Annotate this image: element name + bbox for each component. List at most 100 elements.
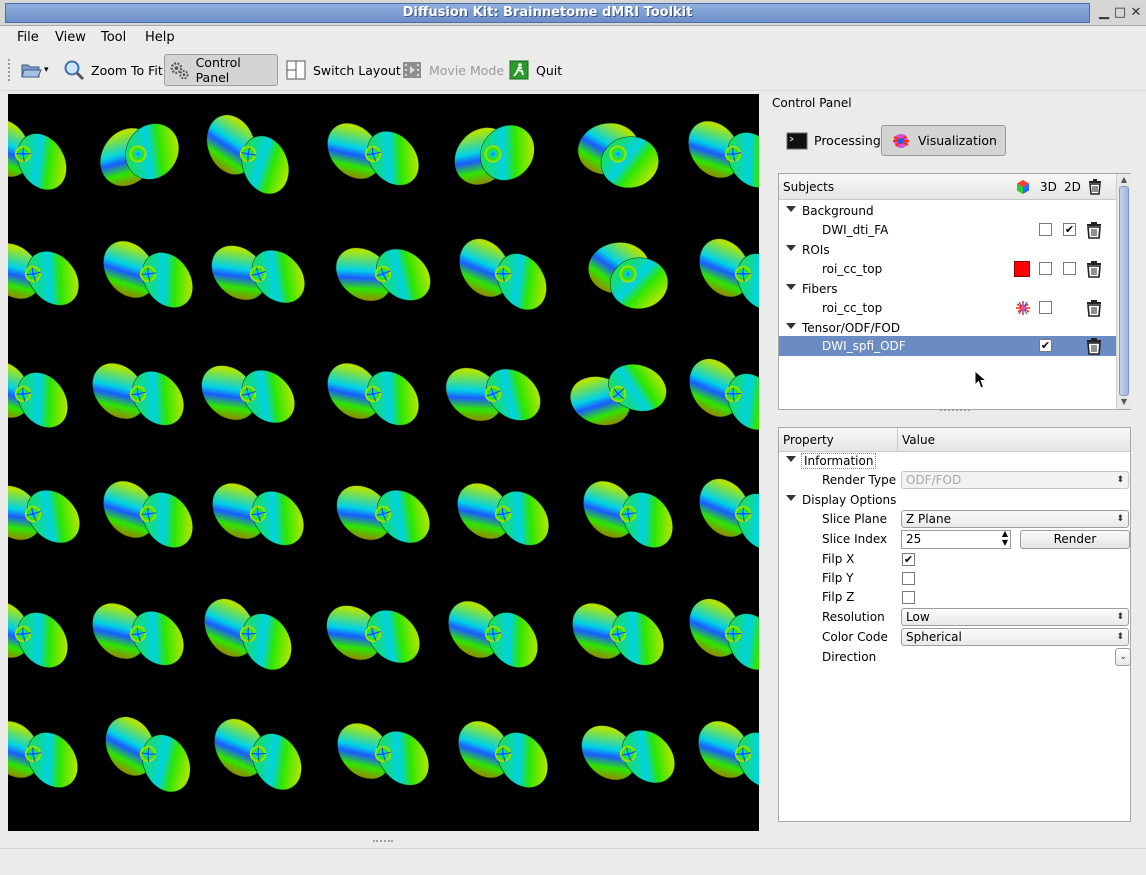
tree-item-roi-cc-top[interactable]: roi_cc_top <box>779 259 1116 279</box>
maximize-icon[interactable]: □ <box>1113 5 1127 20</box>
subjects-scrollbar[interactable]: ▲ ▼ <box>1116 174 1131 409</box>
delete-trash-icon[interactable] <box>1086 300 1102 317</box>
tree-group-background[interactable]: Background <box>779 201 1116 221</box>
prop-slice-plane: Slice Plane Z Plane ⬍ <box>779 509 1130 529</box>
status-bar <box>0 840 1146 875</box>
odf-glyph <box>198 99 298 210</box>
odf-glyph <box>315 96 430 213</box>
flip-x-checkbox[interactable]: ✔ <box>902 553 915 566</box>
movie-mode-label: Movie Mode <box>429 62 505 78</box>
spin-arrows-icon[interactable]: ▲ ▼ <box>1001 529 1008 547</box>
checkbox-2d[interactable]: ✔ <box>1063 223 1076 236</box>
close-icon[interactable]: ✕ <box>1130 5 1142 20</box>
value-column[interactable]: Value <box>902 433 935 447</box>
slice-index-spinbox[interactable]: 25 ▲ ▼ <box>901 529 1011 549</box>
column-2d[interactable]: 2D <box>1064 180 1081 194</box>
property-column[interactable]: Property <box>783 433 834 447</box>
subjects-column[interactable]: Subjects <box>783 180 835 194</box>
render-viewport[interactable] <box>8 94 759 831</box>
flip-z-checkbox[interactable] <box>902 591 915 604</box>
expand-arrow-icon[interactable] <box>786 245 796 251</box>
scroll-down-icon[interactable]: ▼ <box>1120 397 1128 406</box>
quit-label: Quit <box>536 62 563 78</box>
delete-trash-icon[interactable] <box>1086 338 1102 355</box>
delete-trash-icon[interactable] <box>1086 222 1102 239</box>
properties-table[interactable]: Property Value Information Render Type O… <box>778 427 1131 822</box>
open-button[interactable]: ▾ <box>16 54 53 86</box>
control-panel-button[interactable]: Control Panel <box>164 54 278 86</box>
flip-y-checkbox[interactable] <box>902 572 915 585</box>
tab-processing[interactable]: Processing <box>778 125 889 156</box>
menu-help[interactable]: Help <box>145 30 175 45</box>
gears-icon <box>170 62 189 80</box>
tab-visualization[interactable]: Visualization <box>881 125 1006 156</box>
expand-arrow-icon[interactable] <box>786 456 796 462</box>
odf-glyph <box>80 576 195 693</box>
chevron-down-icon: ⌄ <box>1119 652 1127 662</box>
film-icon <box>403 62 421 78</box>
odf-glyph <box>687 696 759 813</box>
odf-glyph <box>678 336 759 453</box>
prop-group-display[interactable]: Display Options <box>779 490 1130 510</box>
menu-view[interactable]: View <box>55 30 86 45</box>
column-3d[interactable]: 3D <box>1040 180 1057 194</box>
odf-glyph <box>95 697 200 812</box>
tree-group-rois[interactable]: ROIs <box>779 240 1116 260</box>
zoom-to-fit-button[interactable]: Zoom To Fit <box>59 54 167 86</box>
prop-flip-x: Filp X ✔ <box>779 549 1130 569</box>
color-code-select[interactable]: Spherical ⬍ <box>901 628 1129 646</box>
odf-glyph <box>570 696 686 813</box>
menu-file[interactable]: File <box>17 30 39 45</box>
checkbox-3d[interactable]: ✔ <box>1039 339 1052 352</box>
prop-group-information[interactable]: Information <box>779 451 1130 471</box>
tree-item-fiber-roi-cc-top[interactable]: roi_cc_top <box>779 298 1116 318</box>
updown-icon: ⬍ <box>1116 612 1124 622</box>
roi-color-swatch[interactable] <box>1014 261 1030 277</box>
terminal-icon <box>786 132 808 149</box>
tree-group-fibers[interactable]: Fibers <box>779 279 1116 299</box>
prop-color-code: Color Code Spherical ⬍ <box>779 627 1130 647</box>
panel-splitter[interactable] <box>940 409 970 415</box>
tree-item-dwi-dti-fa[interactable]: DWI_dti_FA ✔ <box>779 220 1116 240</box>
checkbox-2d[interactable] <box>1063 262 1076 275</box>
slice-plane-label: Slice Plane <box>822 512 887 526</box>
resolution-select[interactable]: Low ⬍ <box>901 608 1129 626</box>
movie-mode-button[interactable]: Movie Mode <box>397 54 508 86</box>
odf-glyph <box>315 576 431 693</box>
odf-glyph <box>677 96 759 213</box>
delete-trash-icon[interactable] <box>1086 261 1102 278</box>
bottom-splitter[interactable] <box>373 840 393 846</box>
odf-glyph <box>315 336 430 453</box>
expand-arrow-icon[interactable] <box>786 323 796 329</box>
checkbox-3d[interactable] <box>1039 262 1052 275</box>
checkbox-3d[interactable] <box>1039 301 1052 314</box>
scrollbar-thumb[interactable] <box>1119 186 1129 396</box>
render-type-label: Render Type <box>822 473 897 487</box>
switch-layout-button[interactable]: Switch Layout <box>281 54 405 86</box>
folder-open-icon <box>21 64 42 78</box>
checkbox-3d[interactable] <box>1039 223 1052 236</box>
expand-arrow-icon[interactable] <box>786 495 796 501</box>
fiber-color-icon[interactable] <box>1015 300 1031 316</box>
tree-group-tensor[interactable]: Tensor/ODF/FOD <box>779 318 1116 338</box>
slice-plane-select[interactable]: Z Plane ⬍ <box>901 510 1129 528</box>
direction-dropdown[interactable]: ⌄ <box>1115 648 1131 666</box>
expand-arrow-icon[interactable] <box>786 284 796 290</box>
flip-x-label: Filp X <box>822 552 855 566</box>
toolbar-grip[interactable] <box>8 59 12 81</box>
menu-bar: File View Tool Help <box>0 27 1146 49</box>
slice-plane-value: Z Plane <box>906 512 951 526</box>
quit-button[interactable]: Quit <box>504 54 566 86</box>
splitter-handle[interactable] <box>759 94 769 831</box>
resolution-value: Low <box>906 610 930 624</box>
minimize-icon[interactable]: ▁ <box>1099 5 1109 20</box>
scroll-up-icon[interactable]: ▲ <box>1120 175 1128 184</box>
expand-arrow-icon[interactable] <box>786 206 796 212</box>
menu-tool[interactable]: Tool <box>101 30 127 45</box>
odf-glyph <box>8 96 77 213</box>
render-button[interactable]: Render <box>1020 530 1130 549</box>
updown-icon: ⬍ <box>1116 632 1124 642</box>
tree-item-dwi-spfi-odf[interactable]: DWI_spfi_ODF ✔ <box>779 336 1116 356</box>
slice-index-label: Slice Index <box>822 532 888 546</box>
subjects-tree[interactable]: Subjects 3D 2D Background DWI_dti_FA ✔ R… <box>778 173 1131 410</box>
